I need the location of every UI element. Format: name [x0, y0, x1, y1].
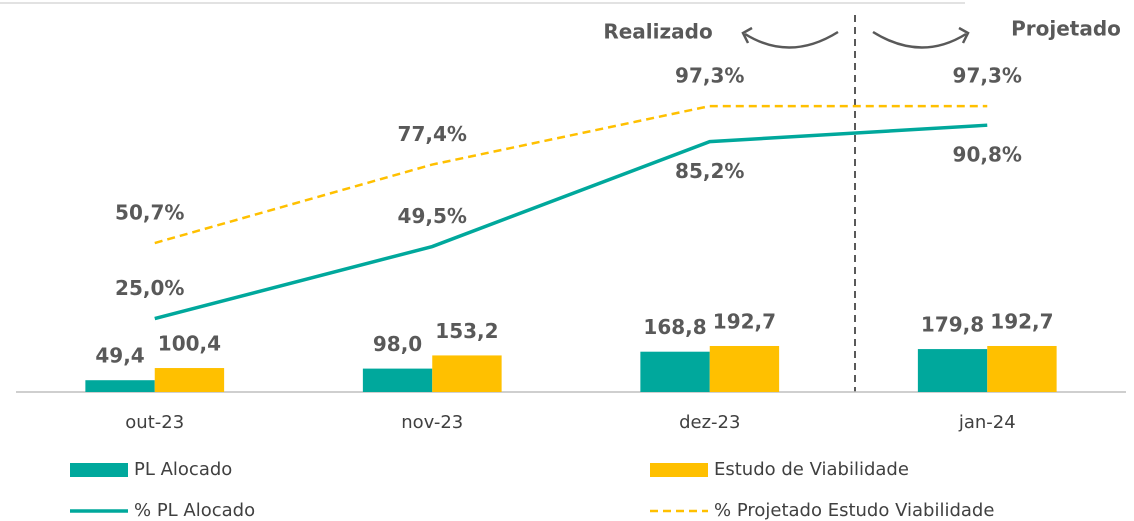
x-tick-label: dez-23: [679, 412, 740, 433]
arrow-left: [744, 30, 839, 49]
data-label: 85,2%: [675, 159, 744, 183]
annotation: Realizado: [603, 20, 712, 44]
arrow-right-head: [958, 26, 970, 44]
data-label: 97,3%: [953, 64, 1022, 88]
line: [154, 104, 988, 245]
legend-label: % PL Alocado: [134, 500, 255, 521]
data-label: 168,8: [643, 315, 706, 339]
legend-label: % Projetado Estudo Viabilidade: [714, 500, 994, 521]
legend-label: Estudo de Viabilidade: [714, 459, 909, 480]
data-label: 25,0%: [115, 276, 184, 300]
bar: [709, 345, 780, 392]
bar: [154, 368, 225, 392]
bar: [432, 355, 502, 392]
data-label: 179,8: [921, 313, 984, 337]
legend-swatch: [70, 463, 128, 477]
data-label: 90,8%: [953, 143, 1022, 167]
data-label: 192,7: [990, 309, 1053, 333]
data-label: 98,0: [373, 332, 422, 356]
data-label: 153,2: [435, 319, 498, 343]
bar: [917, 349, 988, 392]
bar: [640, 351, 710, 392]
line: [154, 123, 988, 321]
x-tick-label: out-23: [125, 412, 184, 433]
data-label: 50,7%: [115, 201, 184, 225]
bar: [362, 368, 433, 392]
bar: [987, 345, 1057, 392]
data-label: 100,4: [158, 332, 221, 356]
arrow-right: [872, 30, 967, 49]
bar: [85, 380, 155, 392]
data-label: 97,3%: [675, 64, 744, 88]
data-label: 49,4: [95, 344, 144, 368]
annotation: Projetado: [1011, 17, 1121, 41]
x-tick-label: nov-23: [401, 412, 463, 433]
data-label: 49,5%: [398, 204, 467, 228]
data-label: 77,4%: [398, 122, 467, 146]
data-label: 192,7: [713, 309, 776, 333]
arrow-left-head: [741, 26, 753, 44]
legend-swatch: [650, 463, 708, 477]
x-tick-label: jan-24: [958, 412, 1016, 433]
legend-label: PL Alocado: [134, 459, 232, 480]
